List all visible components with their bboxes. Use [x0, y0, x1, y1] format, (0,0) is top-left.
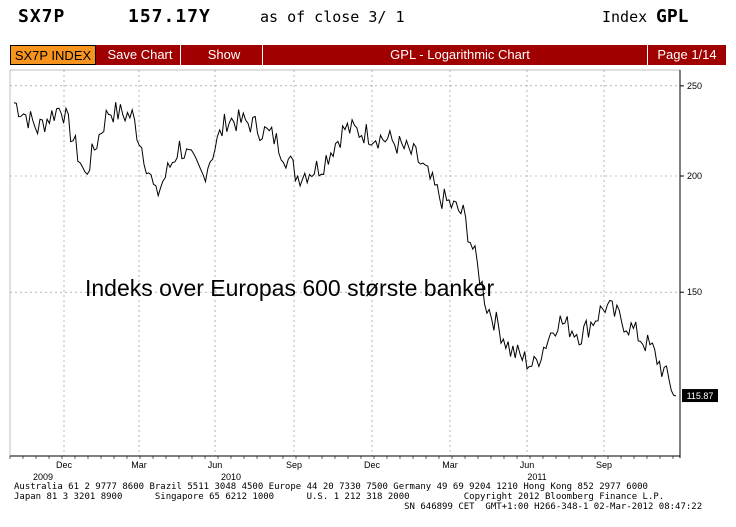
- footer: Australia 61 2 9777 8600 Brazil 5511 304…: [14, 482, 702, 512]
- y-tick-label: 200: [687, 171, 702, 181]
- x-tick-label: Dec: [56, 460, 73, 470]
- ticker-symbol: SX7P: [18, 6, 66, 27]
- show-button[interactable]: Show: [186, 45, 263, 65]
- series: [13, 102, 677, 397]
- chart-title: GPL - Logarithmic Chart: [390, 47, 530, 62]
- price-line: [13, 102, 677, 397]
- last-value-label: 115.87: [687, 391, 714, 401]
- footer-line-1: Australia 61 2 9777 8600 Brazil 5511 304…: [14, 482, 648, 492]
- x-tick-label: Sep: [596, 460, 612, 470]
- x-tick-label: Dec: [364, 460, 381, 470]
- y-tick-label: 250: [687, 81, 702, 91]
- footer-line-2: Japan 81 3 3201 8900 Singapore 65 6212 1…: [14, 492, 665, 502]
- x-year-label: 2011: [527, 472, 546, 480]
- footer-line-3: SN 646899 CET GMT+1:00 H266-348-1 02-Mar…: [14, 502, 703, 512]
- x-tick-label: Sep: [286, 460, 302, 470]
- ticker-tab[interactable]: SX7P INDEX: [10, 45, 96, 65]
- x-tick-label: Mar: [442, 460, 458, 470]
- x-tick-label: Jun: [520, 460, 535, 470]
- grid: [10, 70, 680, 456]
- x-tick-label: Jun: [208, 460, 223, 470]
- x-tick-label: Mar: [131, 460, 147, 470]
- save-chart-button[interactable]: Save Chart: [100, 45, 181, 65]
- last-value-box: [682, 389, 718, 403]
- index-label: Index: [602, 8, 648, 26]
- page-indicator[interactable]: Page 1/14: [647, 45, 726, 65]
- x-year-label: 2009: [33, 472, 53, 480]
- index-code: GPL: [656, 6, 689, 27]
- toolbar: SX7P INDEX Save Chart Show GPL - Logarit…: [10, 45, 726, 65]
- plot-frame: [9, 69, 681, 457]
- as-of-date: as of close 3/ 1: [260, 8, 405, 26]
- price: 157.17Y: [128, 6, 211, 27]
- x-year-label: 2010: [221, 472, 241, 480]
- axes: 250 200 150 Dec Mar Jun Sep Dec Mar Jun Sep 2009 201…: [9, 69, 718, 480]
- chart-annotation: Indeks over Europas 600 største banker: [85, 275, 494, 301]
- y-tick-label: 150: [687, 287, 702, 297]
- header: SX7P 157.17Y as of close 3/ 1 Index GPL: [0, 0, 736, 40]
- chart-area: 250 200 150 Dec Mar Jun Sep Dec Mar Jun Sep 2009 201…: [9, 69, 718, 480]
